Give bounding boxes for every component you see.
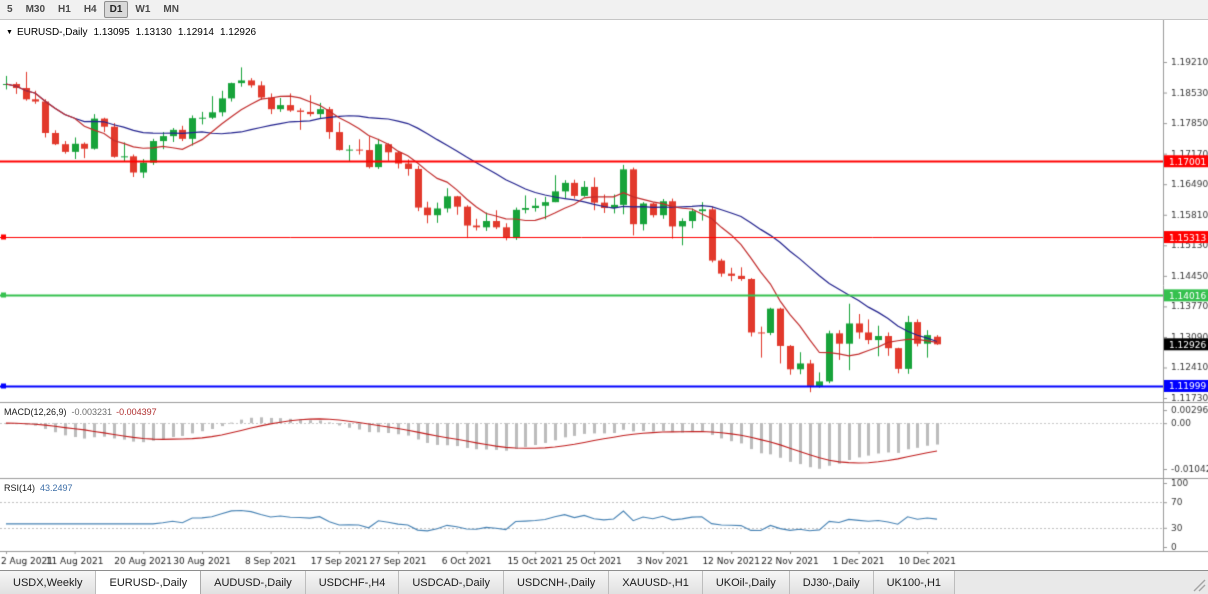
timeframe-button-m30[interactable]: M30 <box>25 4 46 15</box>
chart-tab-usdx-weekly[interactable]: USDX,Weekly <box>0 571 97 594</box>
timeframe-button-mn[interactable]: MN <box>163 4 179 15</box>
chart-area: ▼ EURUSD-,Daily 1.13095 1.13130 1.12914 1.129… <box>0 20 1208 570</box>
chart-tab-dj30-daily[interactable]: DJ30-,Daily <box>789 571 874 594</box>
symbol-dropdown-icon[interactable]: ▼ <box>6 29 13 36</box>
timeframe-button-d1[interactable]: D1 <box>103 1 129 18</box>
timeframe-button-5[interactable]: 5 <box>7 4 13 15</box>
chart-tabbar: USDX,Weekly EURUSD-,Daily AUDUSD-,Daily USD… <box>0 570 1208 594</box>
timeframe-button-h4[interactable]: H4 <box>83 4 97 15</box>
chart-tab-usdcad-daily[interactable]: USDCAD-,Daily <box>399 571 504 594</box>
chart-tab-ukoil-daily[interactable]: UKOil-,Daily <box>702 571 790 594</box>
chart-tab-audusd-daily[interactable]: AUDUSD-,Daily <box>201 571 306 594</box>
tabbar-resize-grip-icon[interactable] <box>1192 578 1206 592</box>
timeframe-toolbar: 5 M30 H1 H4 D1 W1 MN <box>0 0 1208 20</box>
chart-tab-xauusd-h1[interactable]: XAUUSD-,H1 <box>609 571 703 594</box>
timeframe-button-w1[interactable]: W1 <box>135 4 151 15</box>
timeframe-button-h1[interactable]: H1 <box>58 4 71 15</box>
chart-tab-usdcnh-daily[interactable]: USDCNH-,Daily <box>503 571 610 594</box>
chart-tab-uk100-h1[interactable]: UK100-,H1 <box>873 571 956 594</box>
price-chart-canvas[interactable] <box>0 20 1208 570</box>
chart-tab-eurusd-daily[interactable]: EURUSD-,Daily <box>96 571 202 594</box>
chart-tab-usdchf-h4[interactable]: USDCHF-,H4 <box>305 571 400 594</box>
